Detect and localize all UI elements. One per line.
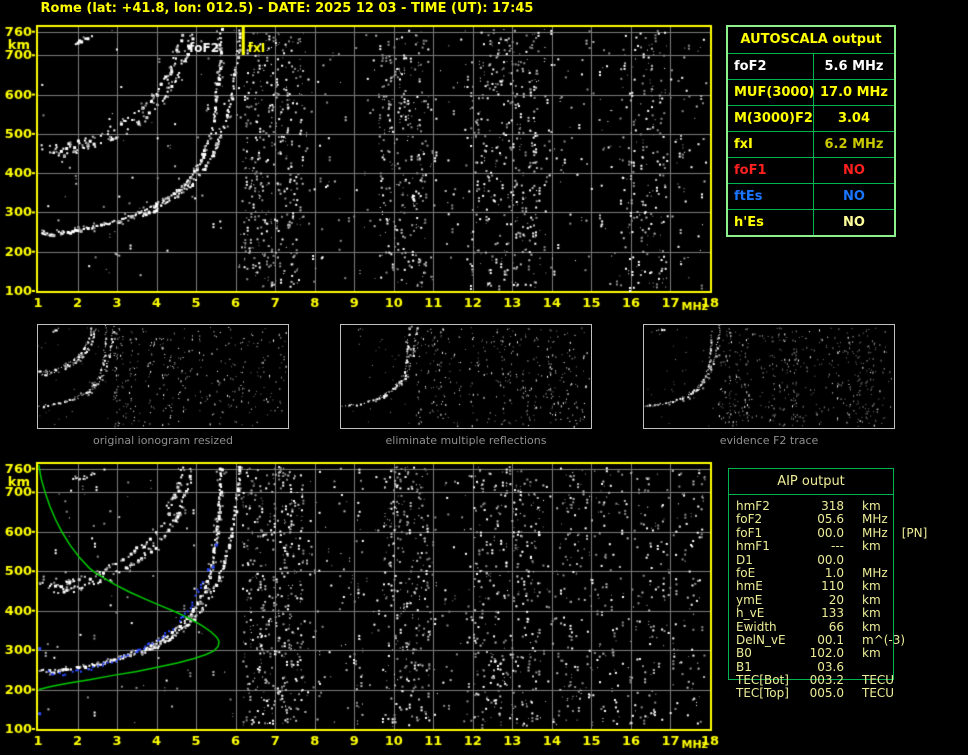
param-label-fof1: foF1 — [728, 158, 813, 183]
aip-unit: km — [862, 606, 881, 621]
aip-flag: [PN] — [901, 525, 928, 540]
aip-value: 00.0 — [817, 525, 844, 540]
station-date-header: Rome (lat: +41.8, lon: 012.5) - DATE: 20… — [40, 1, 534, 16]
aip-value: 05.6 — [817, 512, 844, 527]
param-value-muf3000f2: 17.0 MHz — [814, 80, 894, 105]
aip-unit: km — [862, 646, 881, 661]
aip-unit: MHz — [862, 512, 888, 527]
aip-label: Ewidth — [736, 619, 777, 634]
aip-unit: MHz — [862, 565, 888, 580]
aip-row-fof1: foF1 00.0 MHz [PN] — [736, 525, 927, 540]
aip-row-ewidth: Ewidth 66 km — [736, 619, 891, 634]
panel-eliminate-reflections — [340, 324, 592, 429]
aip-label: foF1 — [736, 525, 763, 540]
param-value-fof1: NO — [814, 158, 894, 183]
aip-label: TEC[Bot] — [736, 673, 789, 688]
aip-row-tectop: TEC[Top] 005.0 TECU — [736, 686, 895, 701]
param-value-hes: NO — [814, 210, 894, 235]
aip-unit: m^(-3) — [862, 632, 906, 647]
param-value-fof2: 5.6 MHz — [814, 54, 894, 79]
aip-row-hmf2: hmF2 318 km — [736, 499, 891, 513]
aip-value: 102.0 — [809, 646, 844, 661]
autoscala-output-table: AUTOSCALA output foF2 5.6 MHz MUF(3000)F… — [726, 25, 896, 237]
aip-rows: hmF2 318 km foF2 05.6 MHz foF1 00.0 MHz [PN] hm… — [736, 499, 927, 701]
param-label-m3000f2: M(3000)F2 — [728, 106, 813, 131]
param-value-ftes: NO — [814, 184, 894, 209]
aip-value: 005.0 — [809, 686, 844, 701]
param-label-ftes: ftEs — [728, 184, 813, 209]
aip-value: 003.2 — [809, 673, 844, 688]
aip-label: TEC[Top] — [736, 686, 789, 701]
aip-unit: km — [862, 499, 881, 513]
aip-label: D1 — [736, 552, 753, 567]
aip-label: hmF1 — [736, 539, 770, 554]
param-label-hes: h'Es — [728, 210, 813, 235]
param-label-fxi: fxI — [728, 132, 813, 157]
aip-unit: km — [862, 579, 881, 594]
aip-label: B1 — [736, 659, 752, 674]
param-label-muf3000f2: MUF(3000)F2 — [728, 80, 832, 105]
aip-row-hve: h_vE 133 km — [736, 606, 891, 621]
aip-output-table: AIP output hmF2 318 km foF2 05.6 MHz foF1 00.… — [728, 468, 927, 700]
panel-caption-eliminate: eliminate multiple reflections — [385, 434, 547, 447]
aip-label: hmF2 — [736, 499, 770, 513]
aip-value: 00.1 — [817, 632, 844, 647]
aip-row-d1: D1 00.0 — [736, 552, 891, 567]
panel-caption-original: original ionogram resized — [93, 434, 233, 447]
aip-value: 318 — [821, 499, 844, 513]
panel-caption-evidence: evidence F2 trace — [719, 434, 819, 447]
param-value-m3000f2: 3.04 — [814, 106, 894, 131]
aip-value: 66 — [828, 619, 844, 634]
aip-unit: km — [862, 619, 881, 634]
aip-label: hmE — [736, 579, 763, 594]
aip-value: 1.0 — [824, 565, 844, 580]
aip-label: B0 — [736, 646, 752, 661]
aip-row-foe: foE 1.0 MHz — [736, 565, 891, 580]
profile-ionogram-plot — [0, 450, 730, 755]
aip-row-b1: B1 03.6 — [736, 659, 891, 674]
aip-row-hme: hmE 110 km — [736, 579, 891, 594]
aip-value: 20 — [828, 592, 844, 607]
aip-row-delnve: DelN_vE 00.1 m^(-3) — [736, 632, 905, 647]
aip-row-tecbot: TEC[Bot] 003.2 TECU — [736, 673, 895, 688]
aip-value: 00.0 — [817, 552, 844, 567]
param-value-fxi: 6.2 MHz — [814, 132, 894, 157]
aip-label: DelN_vE — [736, 632, 786, 647]
aip-label: ymE — [736, 592, 763, 607]
aip-row-hmf1: hmF1 --- km — [736, 539, 891, 554]
aip-value: 03.6 — [817, 659, 844, 674]
aip-unit: km — [862, 539, 881, 554]
aip-unit: MHz — [862, 525, 888, 540]
aip-value: 133 — [821, 606, 844, 621]
aip-value: --- — [831, 539, 844, 554]
aip-row-yme: ymE 20 km — [736, 592, 891, 607]
panel-evidence-f2-trace — [643, 324, 895, 429]
aip-unit: TECU — [862, 686, 895, 701]
param-label-fof2: foF2 — [728, 54, 813, 79]
autoscala-table-header: AUTOSCALA output — [728, 27, 894, 53]
panel-original-ionogram — [37, 324, 289, 429]
aip-row-fof2: foF2 05.6 MHz — [736, 512, 891, 527]
ionogram-plot — [0, 15, 730, 315]
aip-label: foF2 — [736, 512, 763, 527]
aip-unit: TECU — [862, 673, 895, 688]
aip-label: foE — [736, 565, 756, 580]
aip-unit: km — [862, 592, 881, 607]
aip-table-header: AIP output — [729, 469, 893, 495]
aip-row-b0: B0 102.0 km — [736, 646, 891, 661]
aip-value: 110 — [821, 579, 844, 594]
aip-label: h_vE — [736, 606, 765, 621]
